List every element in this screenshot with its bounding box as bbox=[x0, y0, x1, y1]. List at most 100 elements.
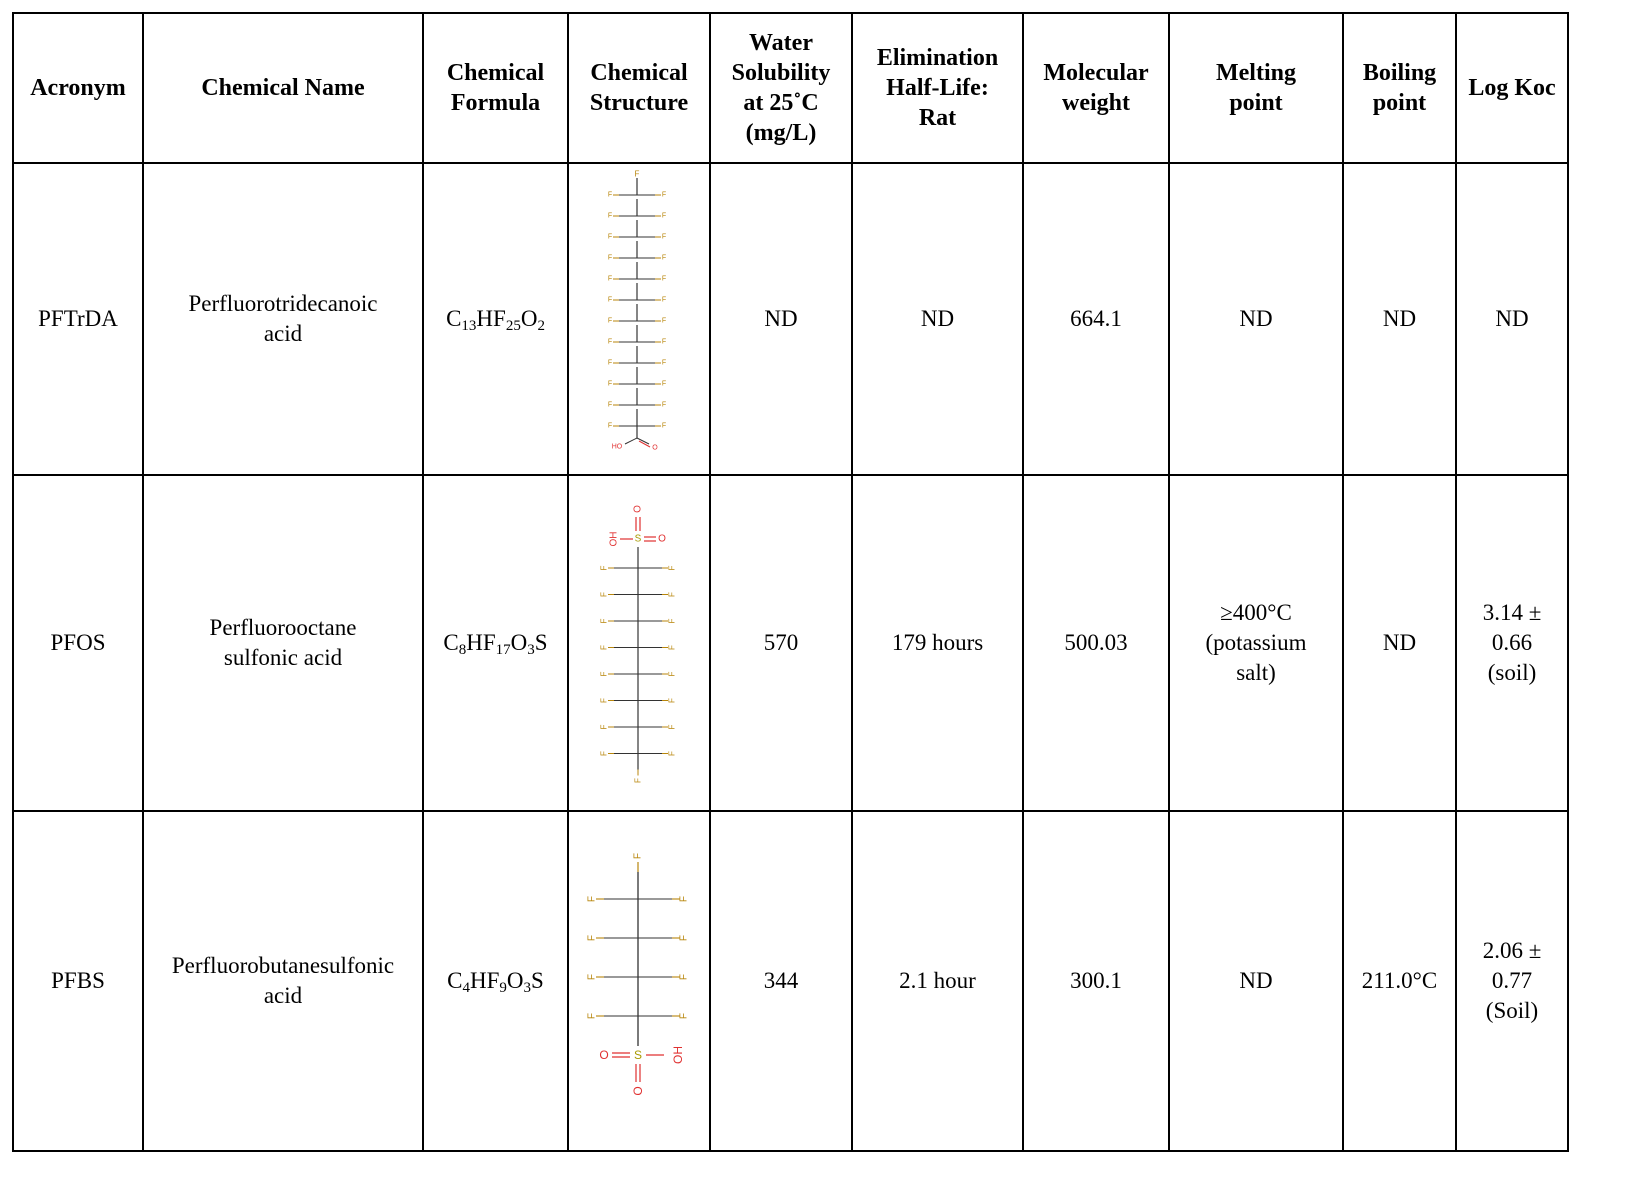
header-line: Solubility bbox=[731, 60, 831, 86]
half-life-cell: ND bbox=[851, 162, 1024, 476]
header-row: Acronym Chemical Name Chemical Formula Ch… bbox=[12, 12, 1569, 164]
fluorine-atom: F bbox=[608, 192, 612, 199]
half-life-cell: 179 hours bbox=[851, 474, 1024, 812]
formula-part: C bbox=[443, 630, 459, 655]
formula-part: O bbox=[510, 630, 528, 655]
mp-line: (potassium bbox=[1205, 630, 1307, 655]
name-line: Perfluorobutanesulfonic bbox=[171, 953, 395, 978]
hydroxyl-group: HO bbox=[612, 444, 623, 451]
header-line: point bbox=[1229, 90, 1283, 116]
fluorine-atom: F bbox=[635, 170, 640, 179]
header-chemical-formula: Chemical Formula bbox=[422, 12, 569, 164]
melting-point-cell: ND bbox=[1168, 162, 1344, 476]
fluorine-atom: F bbox=[608, 276, 612, 283]
chemical-name-cell: Perfluorooctane sulfonic acid bbox=[142, 474, 424, 812]
formula-subscript: 3 bbox=[527, 642, 535, 658]
header-chemical-structure: Chemical Structure bbox=[567, 12, 711, 164]
formula-part: HF bbox=[466, 630, 496, 655]
header-line: Half-Life: bbox=[886, 75, 989, 101]
water-solubility-cell: ND bbox=[709, 162, 853, 476]
mp-line: ND bbox=[1239, 968, 1273, 993]
koc-line: ND bbox=[1495, 306, 1529, 331]
fluorine-atom: F bbox=[662, 381, 666, 388]
molecular-weight-cell: 500.03 bbox=[1022, 474, 1170, 812]
acronym-cell: PFTrDA bbox=[12, 162, 144, 476]
log-koc-cell: ND bbox=[1455, 162, 1569, 476]
pfbs-structure-image: F F F F F F F F F S O OH O bbox=[587, 853, 690, 1096]
fluorine-atom: F bbox=[608, 213, 612, 220]
fluorine-atom: F bbox=[608, 381, 612, 388]
header-line: Chemical bbox=[446, 60, 545, 86]
header-line: Structure bbox=[589, 90, 689, 116]
log-koc-cell: 2.06 ± 0.77 (Soil) bbox=[1455, 810, 1569, 1152]
pftrda-structure-image: F F F F F F F F F F F F F F F F F F F F F F F F F HO O bbox=[608, 170, 666, 452]
acronym-cell: PFOS bbox=[12, 474, 144, 812]
bond bbox=[638, 440, 651, 448]
name-line: acid bbox=[263, 983, 303, 1008]
pfos-structure-image: OH S O O F F F F F F F F F F F F F F F F F bbox=[600, 505, 677, 783]
koc-line: 2.06 ± bbox=[1482, 938, 1542, 963]
fluorine-atom: F bbox=[608, 423, 612, 430]
boiling-point-cell: ND bbox=[1342, 474, 1457, 812]
koc-line: (Soil) bbox=[1485, 998, 1539, 1023]
fluorine-atom: F bbox=[608, 402, 612, 409]
boiling-point-cell: ND bbox=[1342, 162, 1457, 476]
fluorine-atom: F bbox=[608, 360, 612, 367]
fluorine-atom: F bbox=[662, 318, 666, 325]
fluorine-atom: F bbox=[679, 935, 690, 941]
formula-part: HF bbox=[476, 306, 506, 331]
koc-line: (soil) bbox=[1487, 660, 1537, 685]
formula-part: C bbox=[446, 306, 462, 331]
fluorine-atom: F bbox=[600, 751, 609, 756]
hydroxyl-group: OH bbox=[671, 1046, 685, 1064]
formula-part: O bbox=[506, 968, 524, 993]
fluorine-atom: F bbox=[608, 297, 612, 304]
koc-line: 3.14 ± bbox=[1482, 600, 1542, 625]
formula-part: S bbox=[534, 630, 548, 655]
header-line: Boiling bbox=[1362, 60, 1437, 86]
name-line: Perfluorotridecanoic bbox=[188, 291, 378, 316]
pfas-properties-table: Acronym Chemical Name Chemical Formula Ch… bbox=[12, 12, 1569, 1152]
chemical-structure-cell: F F F F F F F F F S O OH O bbox=[567, 810, 711, 1152]
oxygen-atom: O bbox=[652, 445, 658, 452]
fluorine-atom: F bbox=[608, 318, 612, 325]
acronym-cell: PFBS bbox=[12, 810, 144, 1152]
header-chemical-name: Chemical Name bbox=[142, 12, 424, 164]
table-row: PFBS Perfluorobutanesulfonic acid C4HF9O3… bbox=[12, 810, 1569, 1152]
fluorine-atom: F bbox=[608, 255, 612, 262]
fluorine-atom: F bbox=[668, 671, 677, 676]
header-melting-point: Melting point bbox=[1168, 12, 1344, 164]
fluorine-atom: F bbox=[662, 297, 666, 304]
fluorine-atom: F bbox=[668, 751, 677, 756]
header-line: Molecular bbox=[1043, 60, 1149, 86]
fluorine-atom: F bbox=[600, 565, 609, 570]
mp-line: ND bbox=[1239, 306, 1273, 331]
fluorine-atom: F bbox=[679, 974, 690, 980]
header-line: weight bbox=[1062, 90, 1130, 116]
water-solubility-cell: 570 bbox=[709, 474, 853, 812]
fluorine-atom: F bbox=[587, 974, 598, 980]
table-row: PFTrDA Perfluorotridecanoic acid C13HF25O… bbox=[12, 162, 1569, 476]
fluorine-atom: F bbox=[662, 402, 666, 409]
header-line: Elimination bbox=[876, 45, 999, 71]
fluorine-atom: F bbox=[668, 645, 677, 650]
fluorine-atom: F bbox=[679, 1013, 690, 1019]
name-line: Perfluorooctane bbox=[209, 615, 357, 640]
fluorine-atom: F bbox=[662, 192, 666, 199]
mp-line: salt) bbox=[1236, 660, 1276, 685]
water-solubility-cell: 344 bbox=[709, 810, 853, 1152]
header-line: (mg/L) bbox=[745, 120, 817, 146]
hydroxyl-group: OH bbox=[609, 532, 620, 547]
fluorine-atom: F bbox=[668, 592, 677, 597]
fluorine-atom: F bbox=[662, 360, 666, 367]
header-line: Rat bbox=[918, 105, 957, 131]
fluorine-atom: F bbox=[600, 618, 609, 623]
table-row: PFOS Perfluorooctane sulfonic acid C8HF17… bbox=[12, 474, 1569, 812]
fluorine-atom: F bbox=[668, 565, 677, 570]
chemical-formula-cell: C13HF25O2 bbox=[422, 162, 569, 476]
chemical-name-cell: Perfluorotridecanoic acid bbox=[142, 162, 424, 476]
log-koc-cell: 3.14 ± 0.66 (soil) bbox=[1455, 474, 1569, 812]
fluorine-atom: F bbox=[600, 592, 609, 597]
name-line: sulfonic acid bbox=[223, 645, 343, 670]
fluorine-atom: F bbox=[587, 1013, 598, 1019]
